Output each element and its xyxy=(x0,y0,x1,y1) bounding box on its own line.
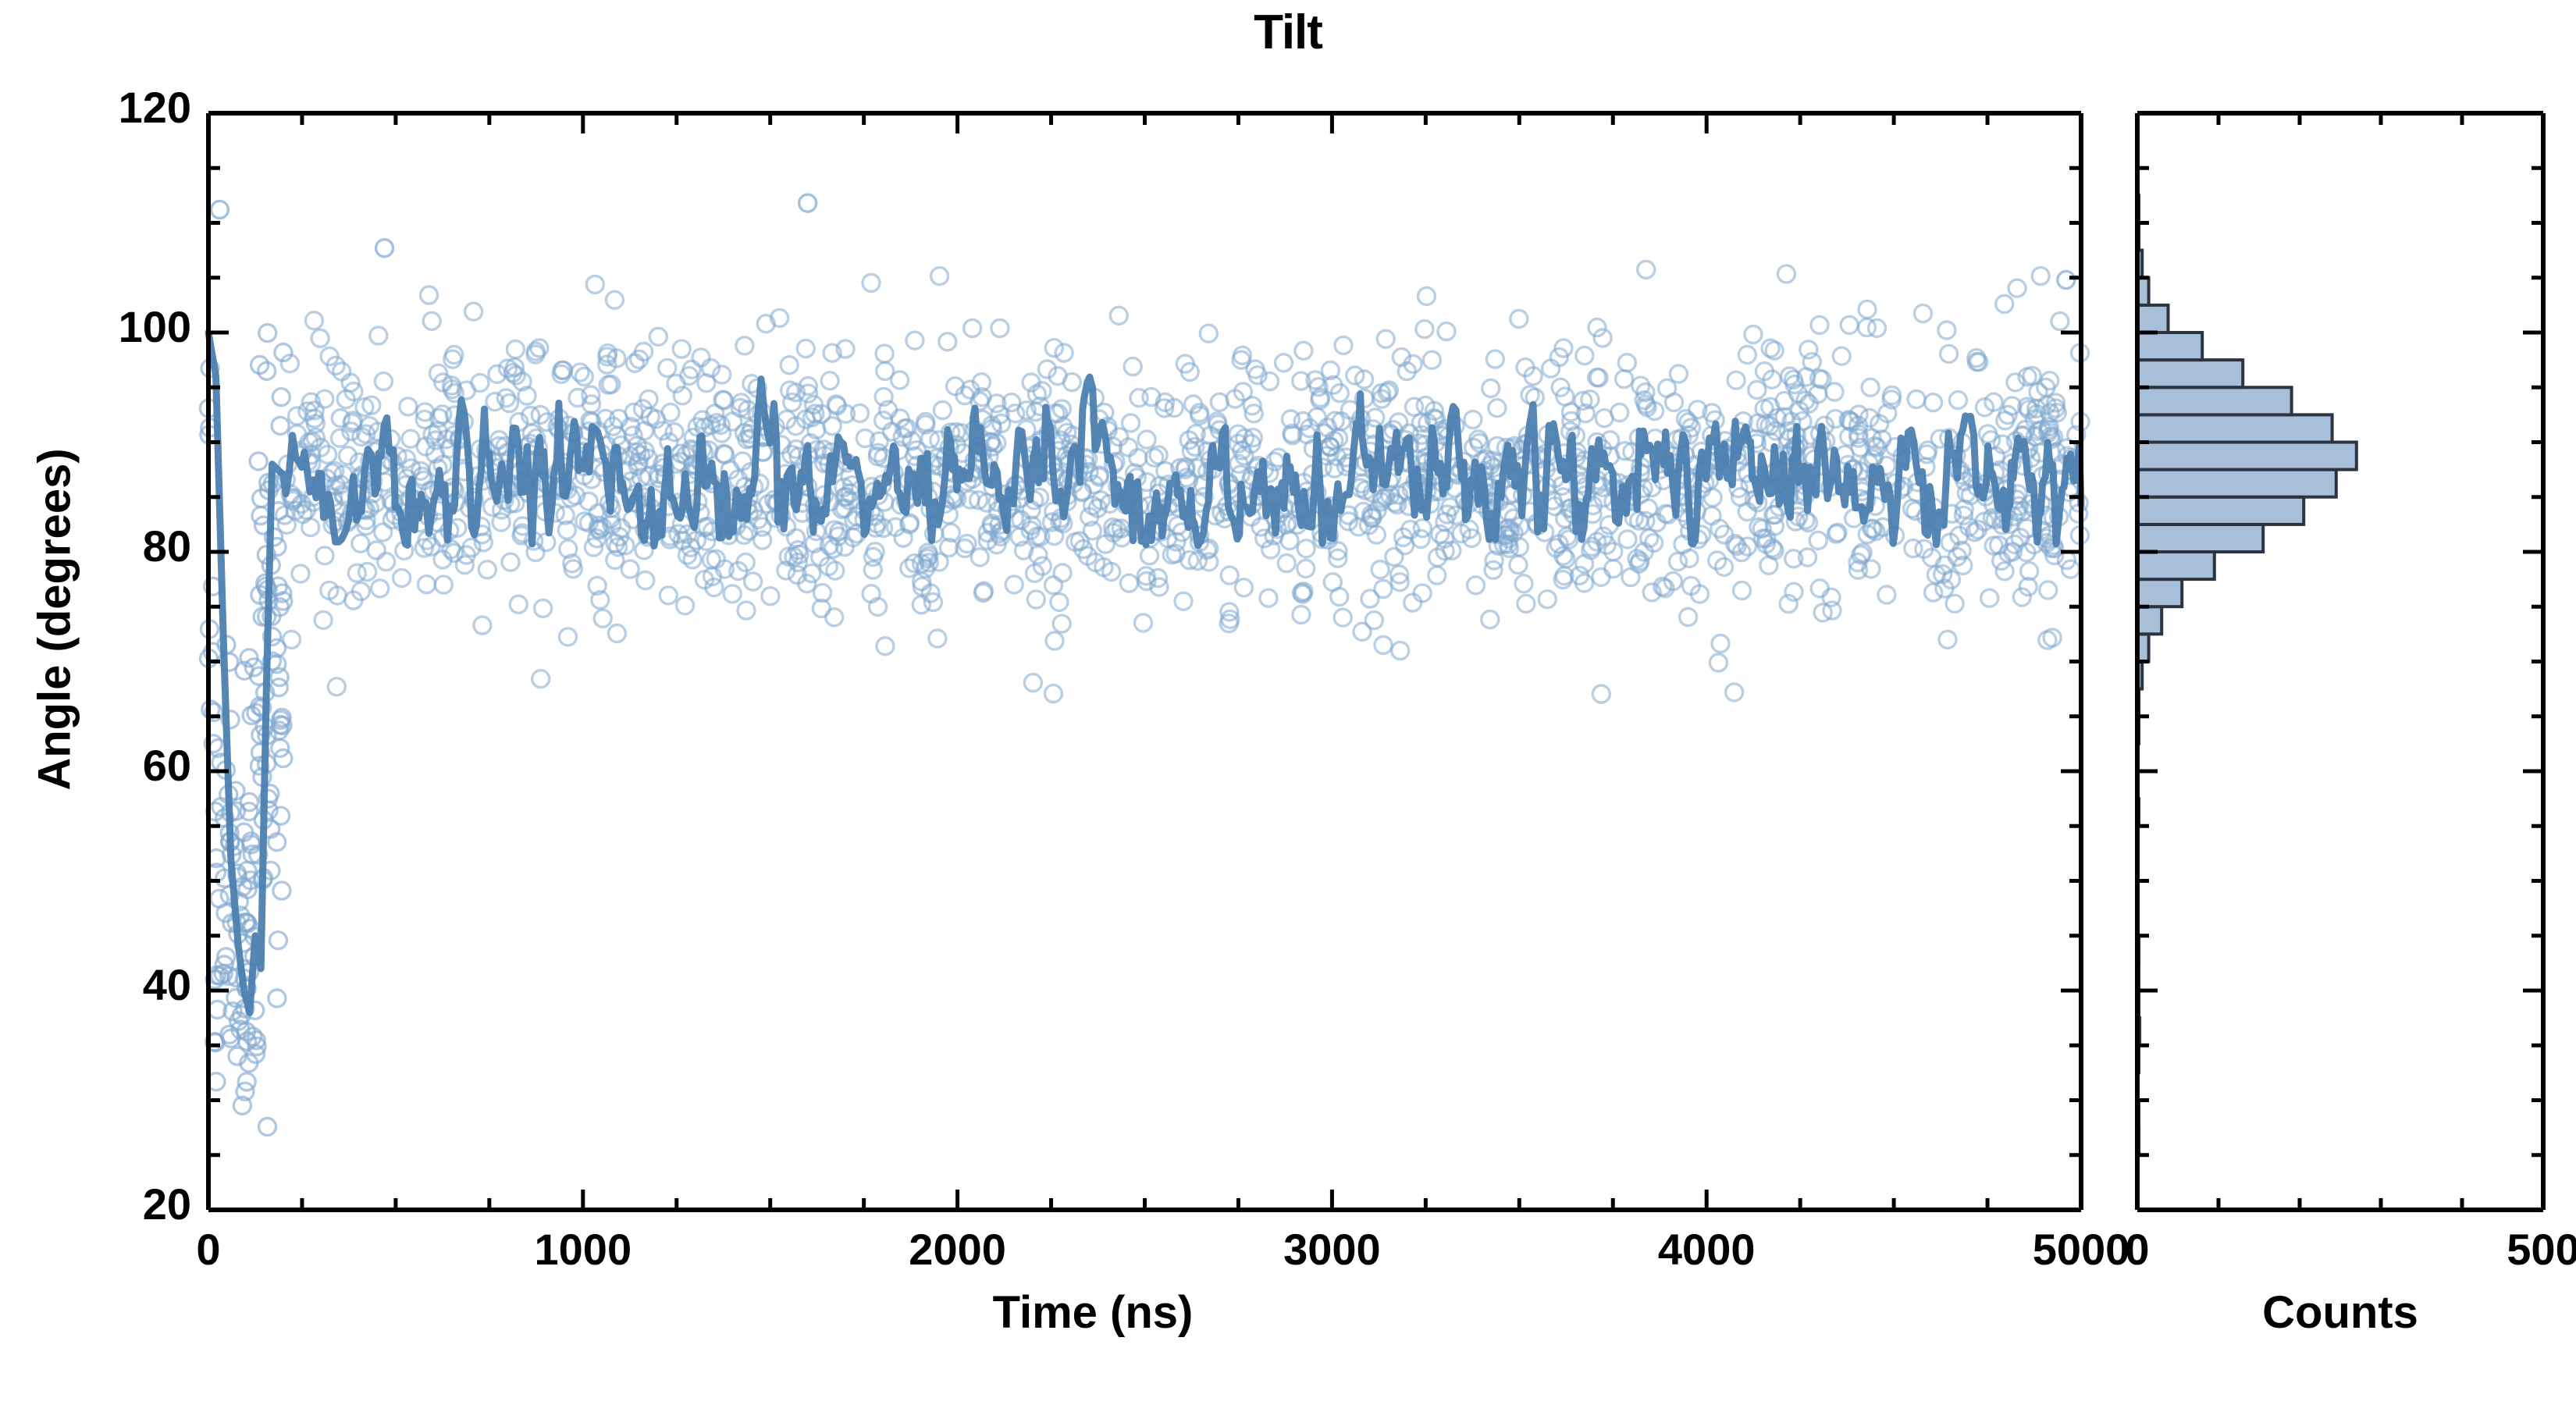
main-y-tick-label-100: 100 xyxy=(118,302,191,351)
main-y-tick-label-120: 120 xyxy=(118,83,191,132)
main-x-tick-label-5000: 5000 xyxy=(2032,1225,2130,1274)
main-x-tick-label-1000: 1000 xyxy=(534,1225,632,1274)
running-average-line-group xyxy=(205,329,2085,1016)
main-x-tick-label-3000: 3000 xyxy=(1283,1225,1381,1274)
main-x-tick-label-4000: 4000 xyxy=(1657,1225,1756,1274)
axes-group xyxy=(206,111,2546,1212)
hist-x-tick-label-0: 0 xyxy=(2125,1225,2150,1274)
main-x-tick-label-0: 0 xyxy=(196,1225,221,1274)
chart-title: Tilt xyxy=(1254,5,1323,59)
histogram-x-axis-label: Counts xyxy=(2262,1287,2418,1338)
scatter-points-group xyxy=(198,193,2090,1137)
main-x-tick-label-2000: 2000 xyxy=(909,1225,1006,1274)
main-y-tick-label-60: 60 xyxy=(142,741,191,790)
main-y-tick-label-40: 40 xyxy=(142,960,191,1009)
histogram-bars-group xyxy=(2136,194,2358,1157)
main-x-axis-label: Time (ns) xyxy=(992,1287,1194,1338)
hist-x-tick-label-500: 500 xyxy=(2507,1225,2576,1274)
main-y-tick-label-20: 20 xyxy=(142,1179,191,1229)
main-y-tick-label-80: 80 xyxy=(142,521,191,571)
